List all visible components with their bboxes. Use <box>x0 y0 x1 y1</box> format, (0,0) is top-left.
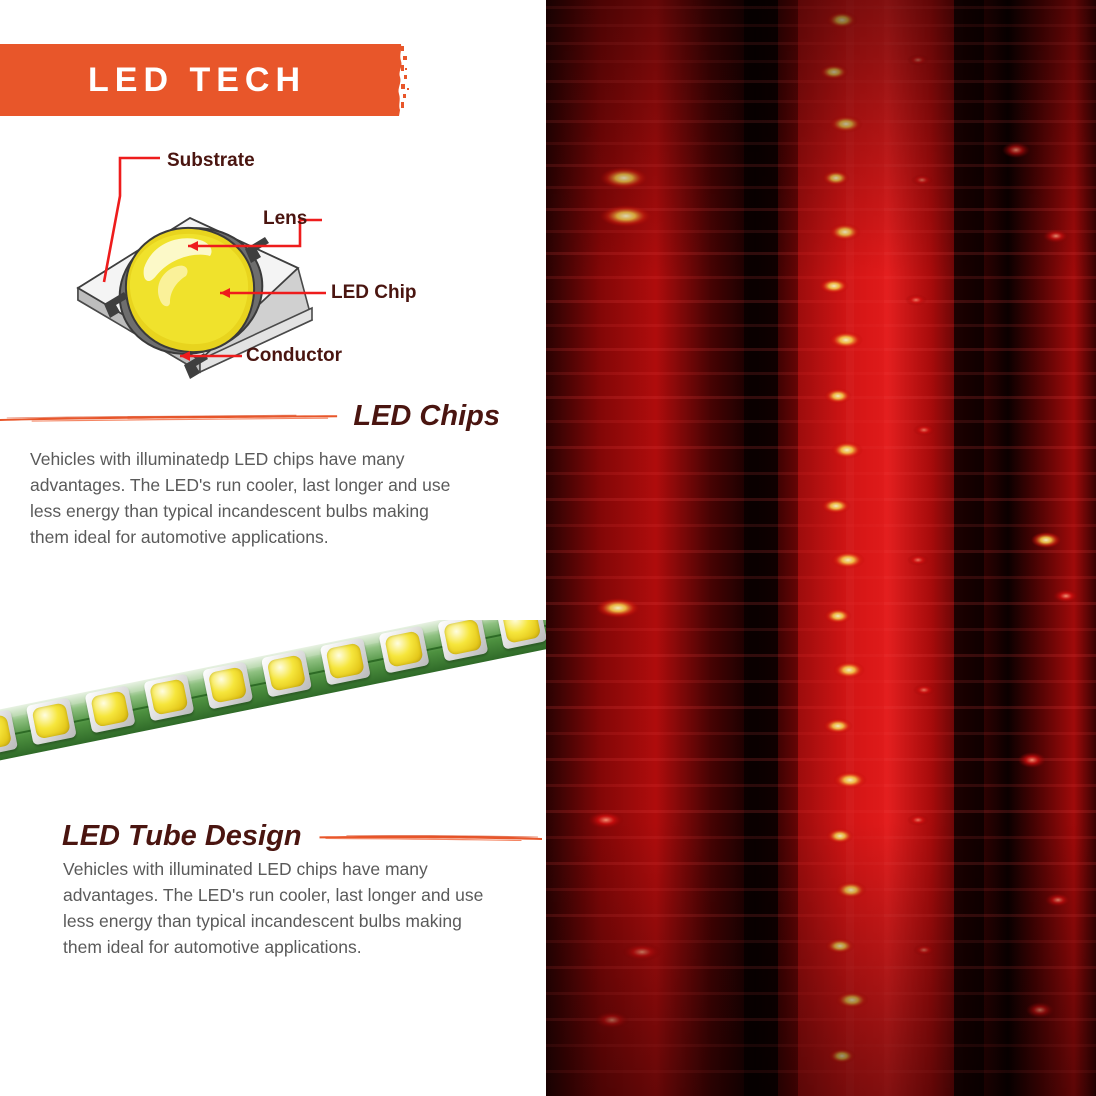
diagram-label-lens: Lens <box>263 208 308 229</box>
section-header-led-chips: LED Chips <box>0 400 500 433</box>
page-title: LED TECH <box>88 61 306 99</box>
band-solid-fill <box>0 44 392 116</box>
taillight-photo <box>546 0 1096 1096</box>
led-strip-illustration <box>0 620 546 820</box>
section-body-led-tube-design: Vehicles with illuminated LED chips have… <box>63 859 484 957</box>
brush-stroke-icon <box>0 414 338 422</box>
brush-stroke-icon <box>319 834 542 841</box>
section-title-led-tube-design: LED Tube Design <box>62 820 302 852</box>
led-package-graphic-icon <box>76 156 326 379</box>
section-body-led-chips: Vehicles with illuminatedp LED chips hav… <box>30 449 451 547</box>
section-title-led-chips: LED Chips <box>353 400 500 432</box>
diagram-label-led-chip: LED Chip <box>331 282 417 303</box>
brush-rule-left <box>0 410 339 424</box>
brush-rule-right <box>318 830 542 844</box>
diagram-label-conductor: Conductor <box>246 345 343 366</box>
header-brush-band <box>0 44 412 116</box>
band-ragged-edge-icon <box>388 44 409 116</box>
led-strip-board <box>0 620 546 773</box>
diagram-label-substrate: Substrate <box>167 150 255 171</box>
red-led-taillight-macro-image <box>546 0 1096 1096</box>
left-content-panel: LED TECH <box>0 0 546 1096</box>
section-header-led-tube-design: LED Tube Design <box>62 820 542 853</box>
led-package-diagram: Substrate Lens LED Chip Conductor <box>60 140 480 400</box>
